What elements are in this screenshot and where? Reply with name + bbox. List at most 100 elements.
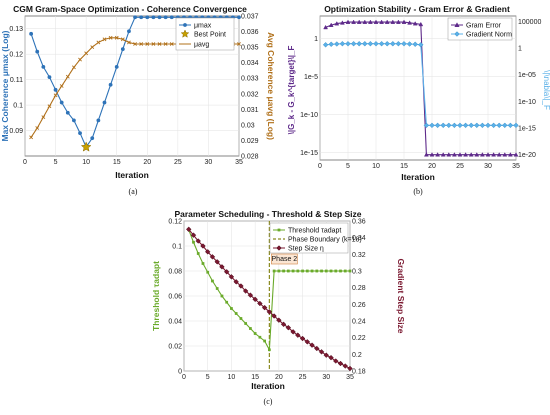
data-point-threshold <box>315 269 319 273</box>
data-point-gram-error <box>339 20 345 25</box>
y-tick-label: 0.1 <box>13 103 23 110</box>
data-point-gradient-norm <box>457 122 463 129</box>
data-point-mu-max <box>102 100 107 105</box>
data-point-mu-max <box>114 65 119 69</box>
y-tick-label: 0 <box>178 369 182 376</box>
y-tick-label: 0.12 <box>9 52 23 59</box>
x-tick-label: 15 <box>113 159 121 166</box>
data-point-threshold <box>282 269 285 273</box>
data-point-gradient-norm <box>502 122 508 129</box>
data-point-mu-max <box>29 31 34 36</box>
data-point-mu-avg <box>139 42 144 46</box>
data-point-gram-error <box>457 152 463 157</box>
data-point-gradient-norm <box>440 122 446 129</box>
data-point-threshold <box>253 332 257 335</box>
chart-title: Optimization Stability - Gram Error & Gr… <box>324 4 510 14</box>
legend: Threshold τadapt Phase Boundary (k=18) Ste… <box>269 222 362 254</box>
data-point-step-size <box>195 238 201 244</box>
legend-label-mu-avg: μavg <box>194 42 209 49</box>
y2-tick-label: 0.18 <box>352 369 366 376</box>
data-point-step-size <box>304 339 311 345</box>
data-point-threshold <box>310 269 314 273</box>
caption: (a) <box>129 187 138 196</box>
y2-tick-label: 1 <box>518 46 522 53</box>
data-point-mu-max <box>237 15 241 20</box>
data-point-gram-error <box>412 21 418 26</box>
legend-label-step-size: Step Size η <box>288 246 324 253</box>
data-point-gram-error <box>463 152 469 157</box>
data-point-step-size <box>309 342 315 348</box>
data-point-gradient-norm <box>434 122 441 129</box>
data-point-mu-max <box>151 15 156 20</box>
legend: Gram Error Gradient Norm <box>447 17 513 41</box>
data-point-gradient-norm <box>378 40 385 47</box>
y-axis-label: Threshold τadapt <box>151 261 161 331</box>
data-point-step-size <box>318 349 325 355</box>
data-point-gram-error <box>362 19 368 24</box>
x-tick-label: 20 <box>143 159 151 166</box>
y-tick-label: 0.1 <box>172 244 182 251</box>
data-point-mu-max <box>35 49 40 54</box>
y2-tick-label: 0.22 <box>352 335 366 342</box>
x-tick-label: 25 <box>456 163 464 170</box>
data-point-gradient-norm <box>367 40 374 47</box>
data-point-step-size <box>285 324 292 331</box>
x-tick-label: 35 <box>235 159 243 166</box>
y-tick-label: 0.08 <box>168 269 182 276</box>
x-tick-label: 10 <box>372 163 380 170</box>
data-point-step-size <box>219 264 225 270</box>
data-point-mu-avg <box>120 37 125 42</box>
data-point-step-size <box>228 274 235 280</box>
y2-tick-label: 0.036 <box>241 29 259 36</box>
chart-title: Parameter Scheduling - Threshold & Step … <box>174 209 361 219</box>
data-point-threshold <box>277 269 281 273</box>
data-point-mu-max <box>41 65 46 69</box>
legend-marker-gram-error <box>454 22 460 28</box>
y2-tick-label: 0.03 <box>241 122 255 129</box>
data-point-step-size <box>252 296 258 303</box>
x-tick-label: 30 <box>484 163 492 170</box>
y2-tick-label: 0.034 <box>241 60 259 67</box>
annotation-phase-2: Phase 2 <box>272 256 298 263</box>
y2-tick-label: 0.36 <box>352 219 366 226</box>
y2-tick-label: 0.34 <box>352 235 366 242</box>
data-point-mu-avg <box>114 35 119 40</box>
data-point-gram-error <box>390 19 396 24</box>
data-point-gradient-norm <box>328 41 334 48</box>
data-point-mu-avg <box>108 35 113 40</box>
y2-tick-label: 0.2 <box>352 352 362 359</box>
data-point-gram-error <box>423 152 429 157</box>
data-point-step-size <box>299 335 306 342</box>
data-point-step-size <box>209 254 216 260</box>
data-point-gram-error <box>435 152 441 157</box>
data-point-step-size <box>261 304 268 311</box>
y2-tick-label: 1e-20 <box>518 152 536 159</box>
data-point-gradient-norm <box>468 122 474 129</box>
data-point-threshold <box>192 240 195 244</box>
data-point-step-size <box>333 358 339 364</box>
data-point-gradient-norm <box>446 122 452 129</box>
data-point-gradient-norm <box>418 42 424 48</box>
data-point-mu-avg <box>59 84 64 88</box>
data-point-gradient-norm <box>322 42 329 48</box>
data-point-mu-avg <box>53 93 58 98</box>
data-point-gradient-norm <box>390 40 396 47</box>
legend-label-phase-boundary: Phase Boundary (k=18) <box>288 237 362 244</box>
legend-label-gradient-norm: Gradient Norm <box>466 32 512 39</box>
data-point-mu-max <box>59 100 64 105</box>
data-point-step-size <box>233 279 239 285</box>
data-point-threshold <box>286 269 290 273</box>
data-point-gram-error <box>491 152 497 157</box>
data-point-mu-avg <box>157 42 162 46</box>
x-tick-label: 15 <box>400 163 408 170</box>
y-tick-label: 0.12 <box>168 219 182 226</box>
data-point-gram-error <box>479 152 485 157</box>
legend-box <box>447 17 513 41</box>
data-point-gram-error <box>496 152 502 157</box>
caption: (c) <box>264 397 273 406</box>
y2-tick-label: 0.24 <box>352 319 366 326</box>
data-point-gram-error <box>507 152 513 157</box>
data-point-gradient-norm <box>462 122 469 129</box>
data-point-mu-avg <box>78 57 82 62</box>
